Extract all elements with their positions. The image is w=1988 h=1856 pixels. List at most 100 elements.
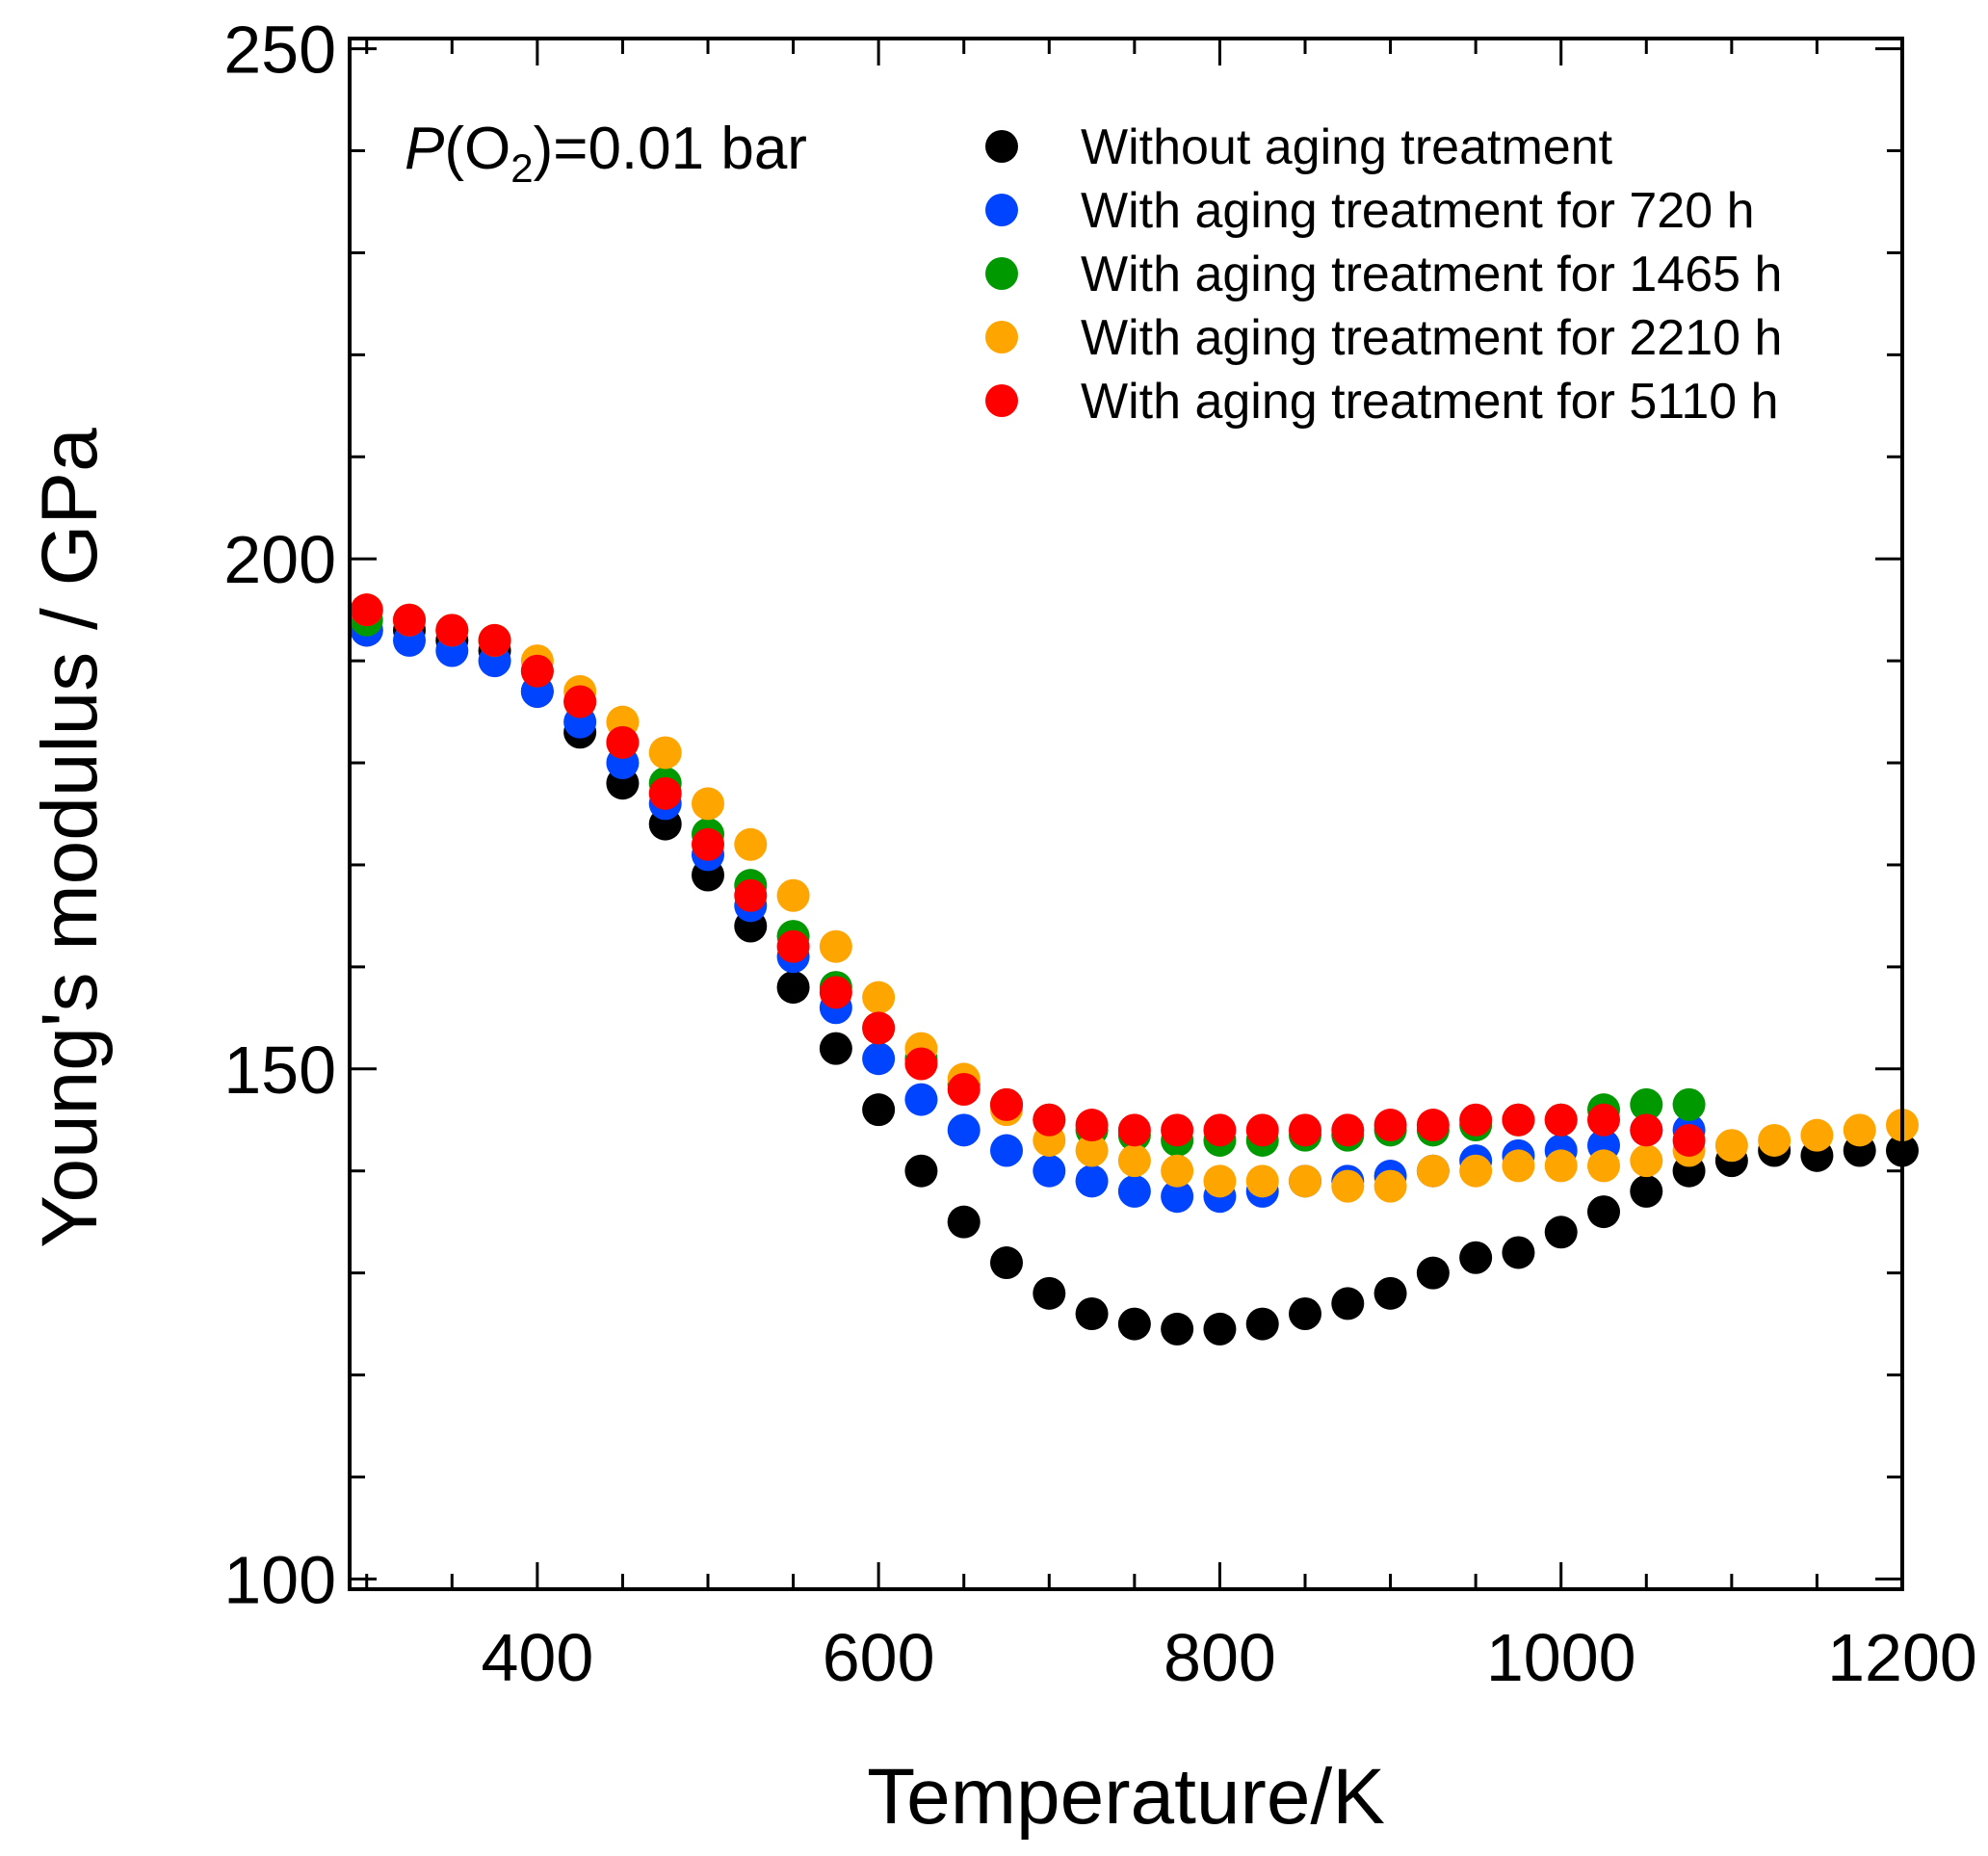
data-point-series-1	[990, 1246, 1023, 1280]
y-tick-label: 100	[223, 1542, 336, 1617]
data-point-series-1	[1289, 1297, 1321, 1331]
data-point-series-1	[1416, 1256, 1450, 1290]
data-point-series-4	[1587, 1149, 1620, 1183]
data-point-series-4	[1289, 1164, 1321, 1198]
data-point-series-1	[1459, 1241, 1493, 1274]
data-point-series-5	[520, 654, 554, 688]
data-point-series-1	[1075, 1297, 1109, 1331]
annotation-subscript: 2	[510, 145, 533, 191]
data-point-series-1	[1161, 1312, 1194, 1346]
data-point-series-1	[1331, 1287, 1365, 1320]
data-point-series-5	[606, 725, 640, 759]
data-point-series-5	[648, 776, 682, 810]
legend-label-5: With aging treatment for 5110 h	[1081, 374, 1779, 430]
data-point-series-1	[819, 1032, 852, 1065]
data-point-series-1	[1587, 1195, 1620, 1229]
data-point-series-5	[1331, 1113, 1365, 1147]
data-point-series-5	[435, 614, 469, 647]
data-point-series-2	[1161, 1180, 1194, 1214]
data-points	[350, 593, 1919, 1346]
data-point-series-2	[862, 1042, 896, 1076]
data-point-series-4	[1161, 1154, 1194, 1188]
legend-label-1: Without aging treatment	[1081, 119, 1613, 175]
annotation-italic: P	[405, 116, 444, 182]
data-point-series-5	[1289, 1113, 1321, 1147]
data-point-series-4	[1544, 1149, 1578, 1183]
data-point-series-5	[563, 685, 597, 719]
data-point-series-1	[776, 971, 810, 1005]
data-point-series-5	[734, 878, 768, 912]
data-point-series-5	[904, 1047, 938, 1081]
data-point-series-5	[1544, 1103, 1578, 1137]
data-point-series-1	[1544, 1216, 1578, 1249]
x-tick-label: 1200	[1827, 1620, 1977, 1695]
data-point-series-2	[1117, 1174, 1151, 1208]
data-point-series-1	[1203, 1312, 1237, 1346]
data-point-series-1	[1630, 1174, 1663, 1208]
legend-marker-4	[985, 321, 1018, 353]
data-point-series-4	[776, 878, 810, 912]
data-point-series-4	[819, 929, 852, 963]
data-point-series-4	[1416, 1154, 1450, 1188]
x-tick-label: 400	[481, 1620, 593, 1695]
data-point-series-5	[1245, 1113, 1279, 1147]
data-point-series-5	[1672, 1123, 1706, 1157]
data-point-series-3	[1630, 1087, 1663, 1121]
data-point-series-4	[734, 827, 768, 861]
data-point-series-5	[1117, 1113, 1151, 1147]
data-point-series-4	[1630, 1144, 1663, 1178]
data-point-series-1	[1373, 1276, 1407, 1310]
plot-frame	[348, 37, 1904, 1591]
data-point-series-4	[1075, 1134, 1109, 1167]
data-point-series-5	[350, 593, 383, 627]
data-point-series-5	[1416, 1109, 1450, 1142]
data-point-series-4	[648, 736, 682, 770]
x-tick-label: 800	[1164, 1620, 1276, 1695]
data-point-series-4	[1800, 1118, 1834, 1152]
data-point-series-1	[1502, 1236, 1535, 1269]
data-point-series-4	[1117, 1144, 1151, 1178]
data-point-series-2	[904, 1083, 938, 1116]
oxygen-pressure-annotation: P(O2)=0.01 bar	[405, 116, 807, 191]
legend-marker-5	[985, 384, 1018, 417]
data-point-series-5	[1033, 1103, 1066, 1137]
data-point-series-4	[1502, 1149, 1535, 1183]
data-point-series-5	[393, 603, 426, 637]
x-axis-title: Temperature/K	[867, 1753, 1385, 1841]
data-point-series-3	[1672, 1087, 1706, 1121]
data-point-series-1	[862, 1093, 896, 1127]
data-point-series-5	[1502, 1103, 1535, 1137]
data-point-series-2	[1033, 1154, 1066, 1188]
data-point-series-1	[1245, 1307, 1279, 1341]
data-point-series-1	[1117, 1307, 1151, 1341]
data-point-series-5	[862, 1011, 896, 1045]
data-point-series-5	[1630, 1113, 1663, 1147]
x-tick-label: 600	[823, 1620, 935, 1695]
data-point-series-4	[1843, 1113, 1876, 1147]
data-point-series-4	[1714, 1129, 1748, 1163]
legend-label-4: With aging treatment for 2210 h	[1081, 310, 1782, 366]
legend-marker-3	[985, 257, 1018, 290]
legend: Without aging treatment With aging treatm…	[985, 119, 1782, 430]
legend-label-3: With aging treatment for 1465 h	[1081, 247, 1782, 302]
legend-marker-2	[985, 194, 1018, 226]
data-point-series-1	[1033, 1276, 1066, 1310]
data-point-series-5	[1587, 1103, 1620, 1137]
annotation-close: )=0.01 bar	[534, 116, 807, 182]
data-point-series-5	[478, 623, 511, 657]
tick-labels: 400 600 800 1000 1200 100 150 200 250	[223, 13, 1977, 1695]
data-point-series-4	[1203, 1164, 1237, 1198]
y-tick-label: 250	[223, 13, 336, 88]
y-tick-label: 150	[223, 1033, 336, 1108]
data-point-series-1	[947, 1205, 981, 1239]
data-point-series-5	[1075, 1109, 1109, 1142]
data-point-series-4	[1373, 1169, 1407, 1203]
data-point-series-5	[1203, 1113, 1237, 1147]
data-point-series-4	[1758, 1123, 1792, 1157]
legend-label-2: With aging treatment for 720 h	[1081, 183, 1755, 239]
data-point-series-5	[819, 976, 852, 1009]
data-point-series-5	[1373, 1109, 1407, 1142]
data-point-series-2	[990, 1134, 1023, 1167]
